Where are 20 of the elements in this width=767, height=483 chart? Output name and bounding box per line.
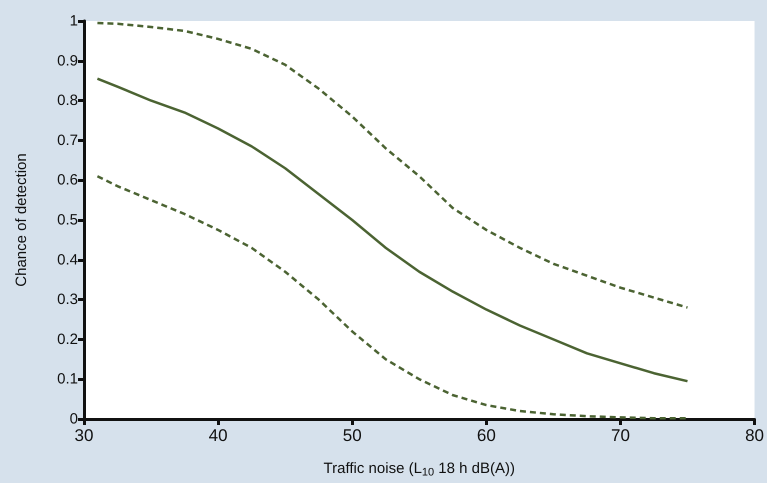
y-tick-label: 0.7 — [57, 132, 78, 149]
y-tick-label: 0.4 — [57, 251, 78, 268]
x-tick-label: 70 — [610, 426, 630, 445]
y-tick-label: 0.2 — [57, 330, 78, 348]
y-tick-label: 0.9 — [57, 52, 78, 70]
x-tick-label: 50 — [342, 426, 362, 445]
line-series — [96, 22, 689, 309]
y-axis-title: Chance of detection — [13, 153, 30, 287]
y-tick-label: 0.3 — [57, 291, 78, 308]
x-tick-label: 60 — [476, 426, 496, 445]
y-tick-label: 0.1 — [57, 370, 78, 388]
y-tick-label: 0.6 — [57, 172, 78, 189]
x-tick-label: 80 — [745, 426, 764, 445]
x-tick-label: 40 — [208, 426, 228, 445]
y-tick-label: 0 — [70, 410, 78, 428]
y-tick-label: 0.8 — [57, 92, 78, 110]
y-tick-label: 0.5 — [57, 212, 78, 228]
line-series — [96, 77, 689, 382]
y-tick-label: 1 — [70, 12, 78, 30]
x-tick-label: 30 — [74, 426, 94, 445]
